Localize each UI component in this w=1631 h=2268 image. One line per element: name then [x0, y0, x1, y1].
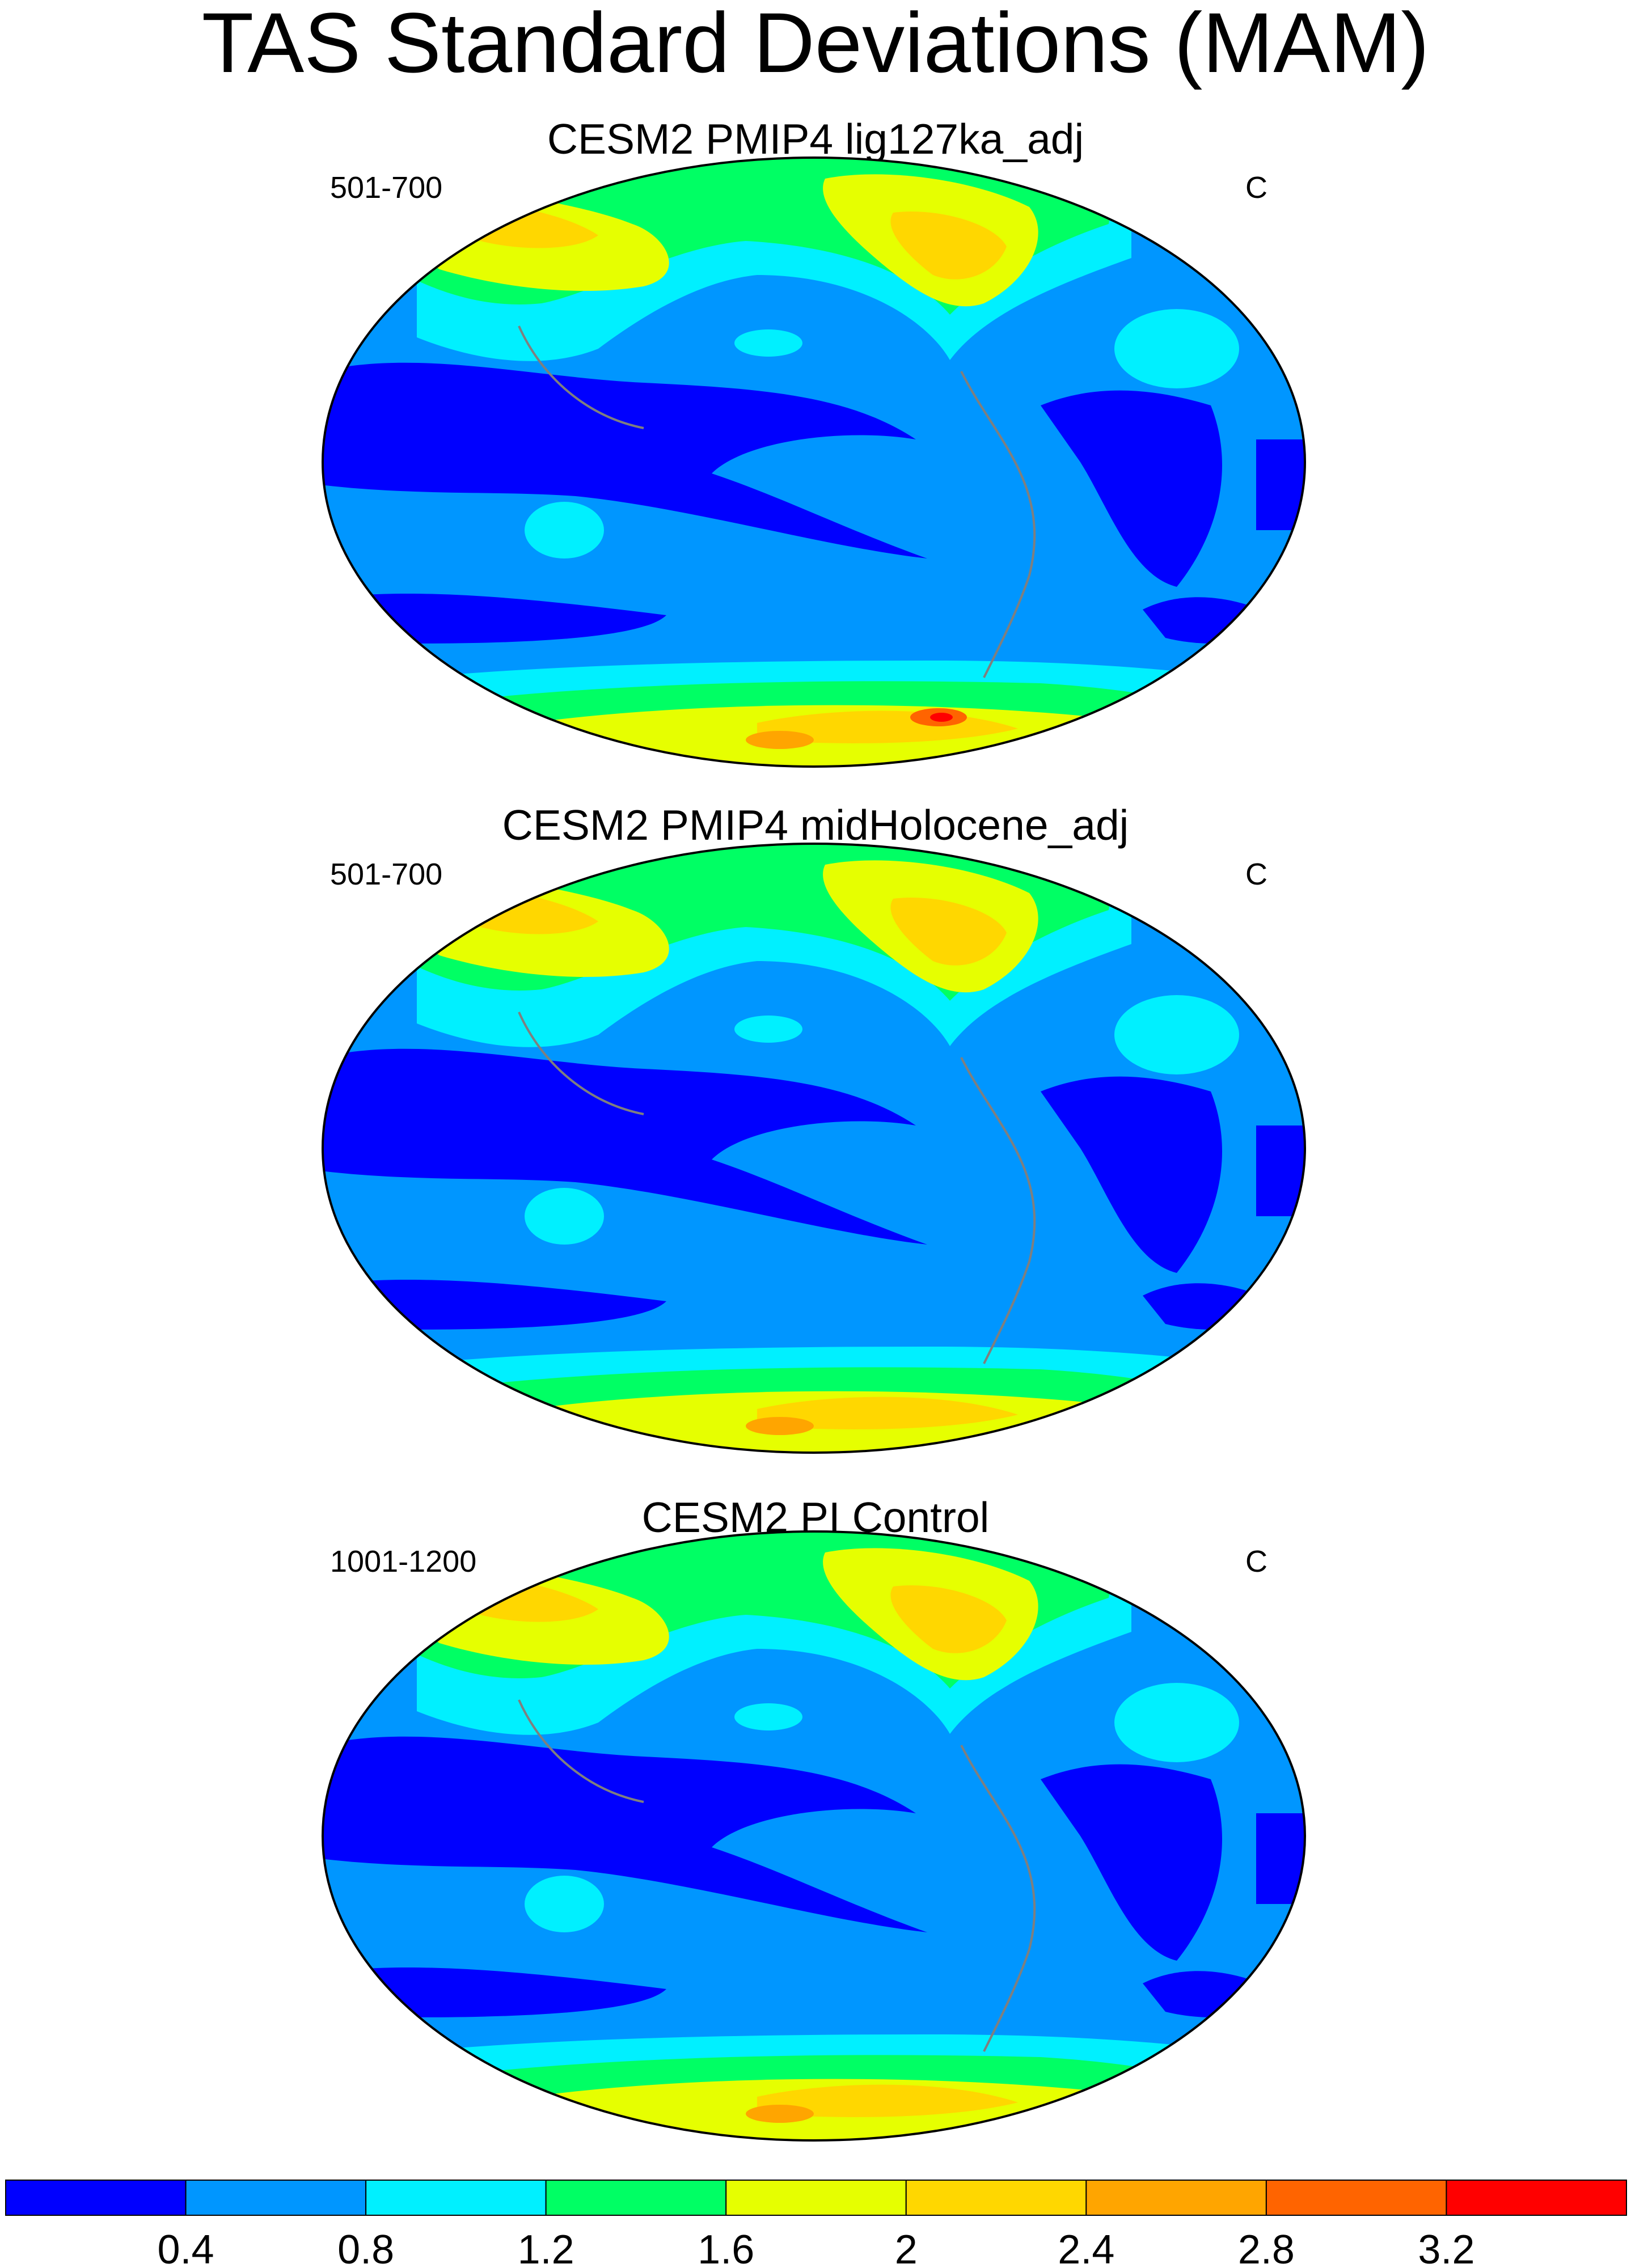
southern-ocean-field — [326, 1967, 666, 2017]
australia-field — [525, 1876, 604, 1932]
antarctic-field — [757, 2084, 1018, 2117]
colorbar-tick-label: 0.8 — [337, 2227, 394, 2268]
southern-ocean-field — [326, 593, 666, 644]
colorbar-box — [725, 2180, 907, 2216]
pacific-field — [734, 329, 802, 357]
panel-1-title: CESM2 PMIP4 lig127ka_adj — [547, 115, 1084, 163]
colorbar-box — [1085, 2180, 1267, 2216]
coastline — [960, 1745, 1036, 2052]
tropical-field — [323, 362, 927, 558]
europe-field — [1114, 1683, 1239, 1762]
colorbar-labels: 0.4 0.8 1.2 1.6 2 2.4 2.8 3.2 — [158, 2227, 1475, 2268]
atlantic-field — [1041, 390, 1222, 587]
atlantic-field — [1041, 1764, 1222, 1961]
coastline — [518, 325, 644, 429]
colorbar-box — [1265, 2180, 1447, 2216]
colorbar-box — [905, 2180, 1087, 2216]
panel-2-years-label: 501-700 — [330, 857, 443, 891]
map-border — [322, 156, 1306, 768]
colorbar-tick-label: 2.8 — [1238, 2227, 1295, 2268]
panel-3-years-label: 1001-1200 — [330, 1545, 477, 1579]
figure-title: TAS Standard Deviations (MAM) — [201, 0, 1430, 90]
colorbar-tick-label: 0.4 — [158, 2227, 214, 2268]
colorbar-tick-label: 1.6 — [698, 2227, 754, 2268]
antarctic-field — [746, 2105, 814, 2123]
panel-1-units-label: C — [1245, 171, 1267, 205]
europe-field — [1114, 309, 1239, 388]
panel-2-title: CESM2 PMIP4 midHolocene_adj — [502, 801, 1129, 849]
colorbar-box — [365, 2180, 547, 2216]
australia-field — [525, 502, 604, 558]
tropical-field — [323, 1736, 927, 1932]
indian-field — [1256, 439, 1305, 530]
antarctic-field — [930, 713, 953, 722]
coastline — [518, 1012, 644, 1115]
tropical-field — [323, 1048, 927, 1245]
colorbar-tick-label: 3.2 — [1418, 2227, 1474, 2268]
antarctic-field — [746, 731, 814, 749]
indian-field — [1256, 1125, 1305, 1216]
colorbar-box — [185, 2180, 367, 2216]
panel-1-years-label: 501-700 — [330, 171, 443, 205]
north-america-field — [890, 211, 1007, 280]
north-america-field — [890, 1585, 1007, 1653]
panel-2-units-label: C — [1245, 857, 1267, 891]
pacific-field — [734, 1015, 802, 1043]
europe-field — [1114, 995, 1239, 1074]
map-border — [322, 1530, 1306, 2142]
north-america-field — [890, 898, 1007, 966]
coastline — [960, 371, 1036, 678]
indian-field — [1256, 1813, 1305, 1904]
colorbar-box — [1446, 2180, 1627, 2216]
antarctic-field — [757, 1397, 1018, 1429]
colorbar-box — [5, 2180, 187, 2216]
panel-3-units-label: C — [1245, 1545, 1267, 1579]
pacific-field — [734, 1703, 802, 1730]
coastline — [960, 1057, 1036, 1364]
colorbar-tick-label: 1.2 — [518, 2227, 574, 2268]
colorbar-box — [545, 2180, 727, 2216]
map-border — [322, 843, 1306, 1454]
australia-field — [525, 1188, 604, 1245]
southern-ocean-field — [326, 1279, 666, 1330]
colorbar-boxes — [5, 2180, 1627, 2216]
colorbar-tick-label: 2 — [895, 2227, 918, 2268]
atlantic-field — [1041, 1076, 1222, 1273]
antarctic-field — [746, 1417, 814, 1435]
colorbar-tick-label: 2.4 — [1058, 2227, 1114, 2268]
coastline — [518, 1699, 644, 1803]
map-panel-3 — [322, 1530, 1306, 2142]
